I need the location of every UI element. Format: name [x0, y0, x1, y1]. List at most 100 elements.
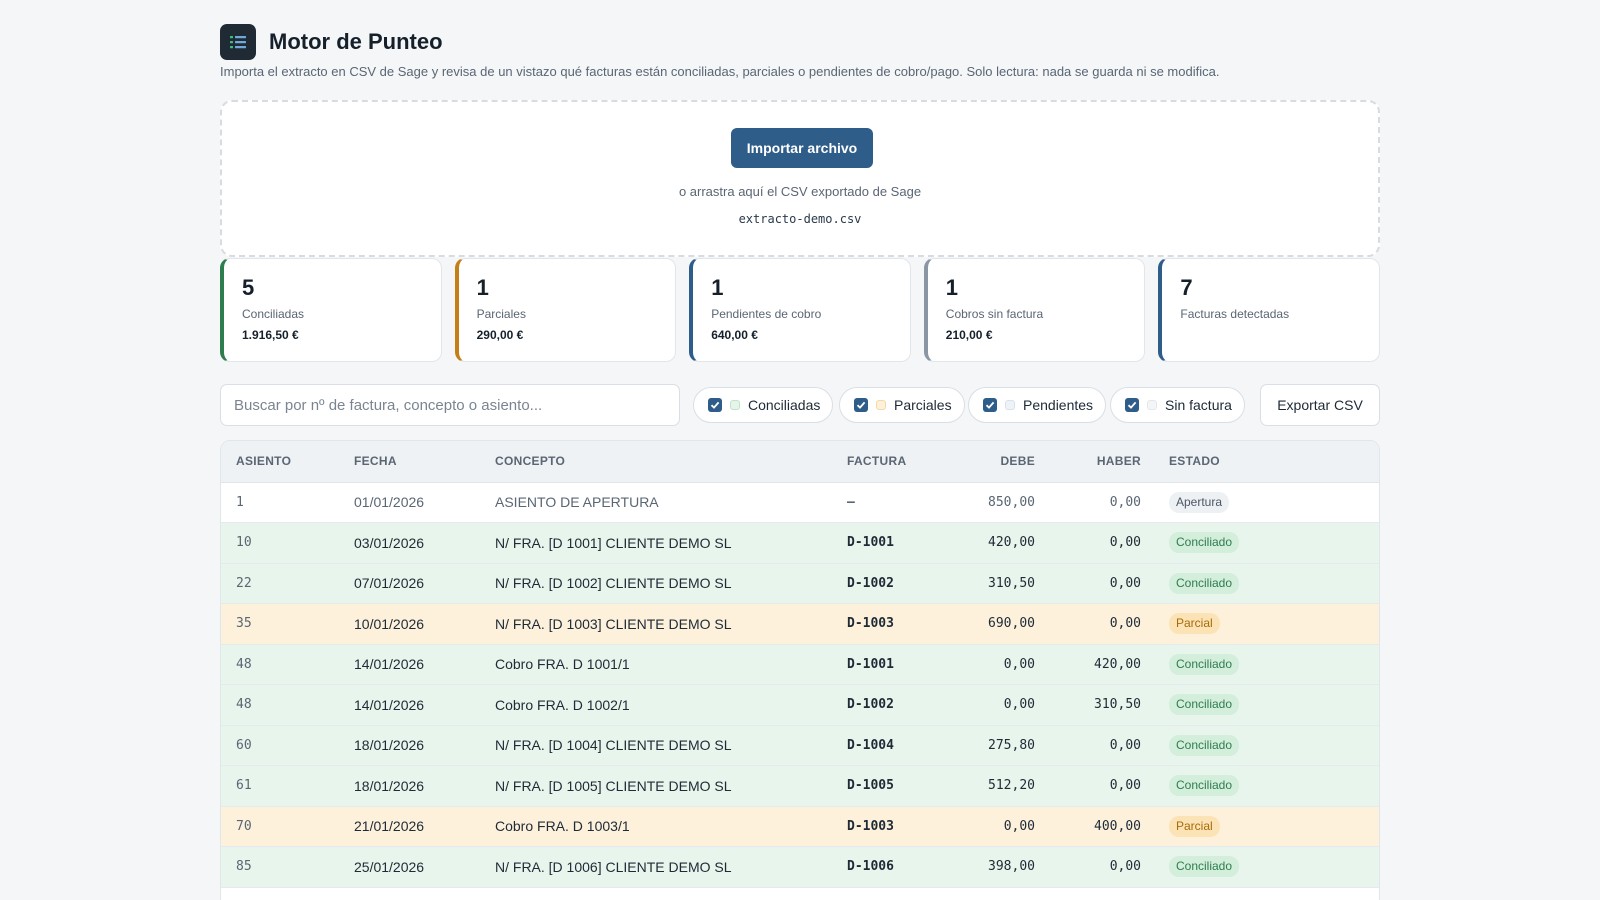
status-badge: Conciliado — [1169, 775, 1240, 797]
cell-fecha: 07/01/2026 — [339, 563, 480, 604]
column-header-estado[interactable]: ESTADO — [1141, 441, 1379, 483]
cell-haber: 420,00 — [1035, 644, 1141, 685]
stat-amount: 1.916,50 € — [242, 328, 299, 342]
column-header-haber[interactable]: HABER — [1035, 441, 1141, 483]
cell-estado: Apertura — [1141, 482, 1379, 523]
cell-haber: 310,50 — [1035, 684, 1141, 726]
column-header-asiento[interactable]: ASIENTO — [221, 441, 339, 483]
export-csv-button[interactable]: Exportar CSV — [1260, 384, 1380, 426]
table-row[interactable]: 10 03/01/2026 N/ FRA. [D 1001] CLIENTE DEM… — [221, 522, 1379, 564]
stats-cards: 5 Conciliadas 1.916,50 € 1 Parciales 290… — [220, 258, 1380, 362]
cell-concepto: ASIENTO DE APERTURA — [480, 482, 832, 523]
table-row[interactable]: 48 14/01/2026 Cobro FRA. D 1001/1 D-1001 0,0… — [221, 644, 1379, 685]
status-color-dot — [730, 400, 740, 410]
checkbox-checked-icon[interactable] — [1125, 398, 1139, 412]
cell-asiento: 35 — [221, 603, 339, 645]
table-row[interactable]: 35 10/01/2026 N/ FRA. [D 1003] CLIENTE DEM… — [221, 603, 1379, 645]
cell-debe: 0,00 — [952, 806, 1035, 847]
stat-amount: 290,00 € — [476, 328, 524, 342]
cell-factura: D-1003 — [832, 603, 952, 645]
table-row[interactable]: 85 25/01/2026 N/ FRA. [D 1006] CLIENTE DEM… — [221, 846, 1379, 888]
cell-concepto: Cobro FRA. D 1001/1 — [480, 644, 832, 685]
stat-card-facturas-detectadas: 7 Facturas detectadas — [1158, 258, 1380, 362]
status-color-dot — [1147, 400, 1157, 410]
cell-haber: 0,00 — [1035, 725, 1141, 766]
table-row[interactable]: 48 14/01/2026 Cobro FRA. D 1002/1 D-1002 0,0… — [221, 684, 1379, 726]
status-badge: Apertura — [1169, 491, 1230, 513]
filter-chip-conciliadas[interactable]: Conciliadas — [693, 387, 834, 423]
column-header-concepto[interactable]: CONCEPTO — [480, 441, 832, 483]
stat-value: 7 — [1180, 275, 1193, 300]
cell-debe: 420,00 — [952, 522, 1035, 564]
stat-card-parciales: 1 Parciales 290,00 € — [454, 258, 677, 362]
checkbox-checked-icon[interactable] — [708, 398, 722, 412]
cell-concepto: N/ FRA. [D 1006] CLIENTE DEMO SL — [480, 846, 832, 888]
cell-fecha: 10/01/2026 — [339, 603, 480, 645]
cell-estado: Conciliado — [1141, 522, 1379, 564]
filter-chip-parciales[interactable]: Parciales — [839, 387, 965, 423]
cell-debe: 275,80 — [952, 725, 1035, 766]
status-badge: Conciliado — [1169, 572, 1240, 594]
search-input[interactable] — [220, 384, 680, 426]
cell-estado: Conciliado — [1141, 684, 1379, 726]
cell-debe: 690,00 — [952, 603, 1035, 645]
stat-label: Cobros sin factura — [945, 307, 1044, 321]
stat-label: Conciliadas — [242, 307, 305, 321]
status-color-dot — [876, 400, 886, 410]
cell-asiento: 10 — [221, 522, 339, 564]
filter-chip-pendientes[interactable]: Pendientes — [968, 387, 1107, 423]
column-header-debe[interactable]: DEBE — [952, 441, 1035, 483]
cell-estado: Conciliado — [1141, 846, 1379, 888]
cell-factura: D-1002 — [832, 684, 952, 726]
cell-asiento: 70 — [221, 806, 339, 847]
cell-factura: – — [832, 482, 952, 523]
column-header-factura[interactable]: FACTURA — [832, 441, 952, 483]
filter-toolbar: Conciliadas Parciales Pendientes Sin fac… — [220, 384, 1380, 426]
stat-card-conciliadas: 5 Conciliadas 1.916,50 € — [220, 258, 442, 362]
import-file-button[interactable]: Importar archivo — [731, 128, 873, 168]
cell-concepto: Cobro FRA. D 1002/1 — [480, 684, 832, 726]
cell-fecha: 14/01/2026 — [339, 684, 480, 726]
cell-fecha: 25/01/2026 — [339, 846, 480, 888]
cell-asiento: 61 — [221, 765, 339, 807]
filter-chip-label: Conciliadas — [748, 397, 821, 413]
filter-chip-sin-factura[interactable]: Sin factura — [1110, 387, 1245, 423]
checkbox-checked-icon[interactable] — [854, 398, 868, 412]
table-row[interactable]: 60 18/01/2026 N/ FRA. [D 1004] CLIENTE DEM… — [221, 725, 1379, 766]
cell-debe: 0,00 — [952, 644, 1035, 685]
stat-amount: 640,00 € — [711, 328, 758, 342]
cell-debe: 398,00 — [952, 846, 1035, 888]
cell-fecha: 14/01/2026 — [339, 644, 480, 685]
checkbox-checked-icon[interactable] — [983, 398, 997, 412]
cell-concepto: N/ FRA. [D 1001] CLIENTE DEMO SL — [480, 522, 832, 564]
cell-haber: 0,00 — [1035, 522, 1141, 564]
cell-haber: 0,00 — [1035, 563, 1141, 604]
cell-factura: D-1001 — [832, 522, 952, 564]
table-row[interactable]: 70 21/01/2026 Cobro FRA. D 1003/1 D-1003 0,0… — [221, 806, 1379, 847]
table-row[interactable]: 61 18/01/2026 N/ FRA. [D 1005] CLIENTE DEM… — [221, 765, 1379, 807]
filter-chip-label: Pendientes — [1023, 397, 1094, 413]
cell-fecha: 21/01/2026 — [339, 806, 480, 847]
cell-debe: 0,00 — [952, 684, 1035, 726]
cell-concepto: N/ FRA. [D 1004] CLIENTE DEMO SL — [480, 725, 832, 766]
cell-debe: 512,20 — [952, 765, 1035, 807]
cell-estado: Conciliado — [1141, 644, 1379, 685]
cell-fecha: 18/01/2026 — [339, 725, 480, 766]
cell-concepto: N/ FRA. [D 1005] CLIENTE DEMO SL — [480, 765, 832, 807]
cell-concepto: N/ FRA. [D 1002] CLIENTE DEMO SL — [480, 563, 832, 604]
stat-card-cobros-sin-factura: 1 Cobros sin factura 210,00 € — [923, 258, 1146, 362]
list-icon — [220, 24, 256, 60]
stat-amount: 210,00 € — [945, 328, 993, 342]
table-header-row: ASIENTO FECHA CONCEPTO FACTURA DEBE HABE… — [221, 441, 1379, 483]
cell-haber: 0,00 — [1035, 765, 1141, 807]
file-dropzone[interactable]: Importar archivo o arrastra aquí el CSV … — [220, 100, 1380, 257]
cell-haber: 0,00 — [1035, 603, 1141, 645]
cell-haber: 400,00 — [1035, 806, 1141, 847]
column-header-fecha[interactable]: FECHA — [339, 441, 480, 483]
cell-estado: Conciliado — [1141, 725, 1379, 766]
cell-fecha: 18/01/2026 — [339, 765, 480, 807]
table-row[interactable]: 22 07/01/2026 N/ FRA. [D 1002] CLIENTE DEM… — [221, 563, 1379, 604]
ledger-table: ASIENTO FECHA CONCEPTO FACTURA DEBE HABE… — [220, 440, 1380, 900]
table-row[interactable]: 1 01/01/2026 ASIENTO DE APERTURA –850,00 0,0… — [221, 482, 1379, 523]
cell-asiento: 85 — [221, 846, 339, 888]
